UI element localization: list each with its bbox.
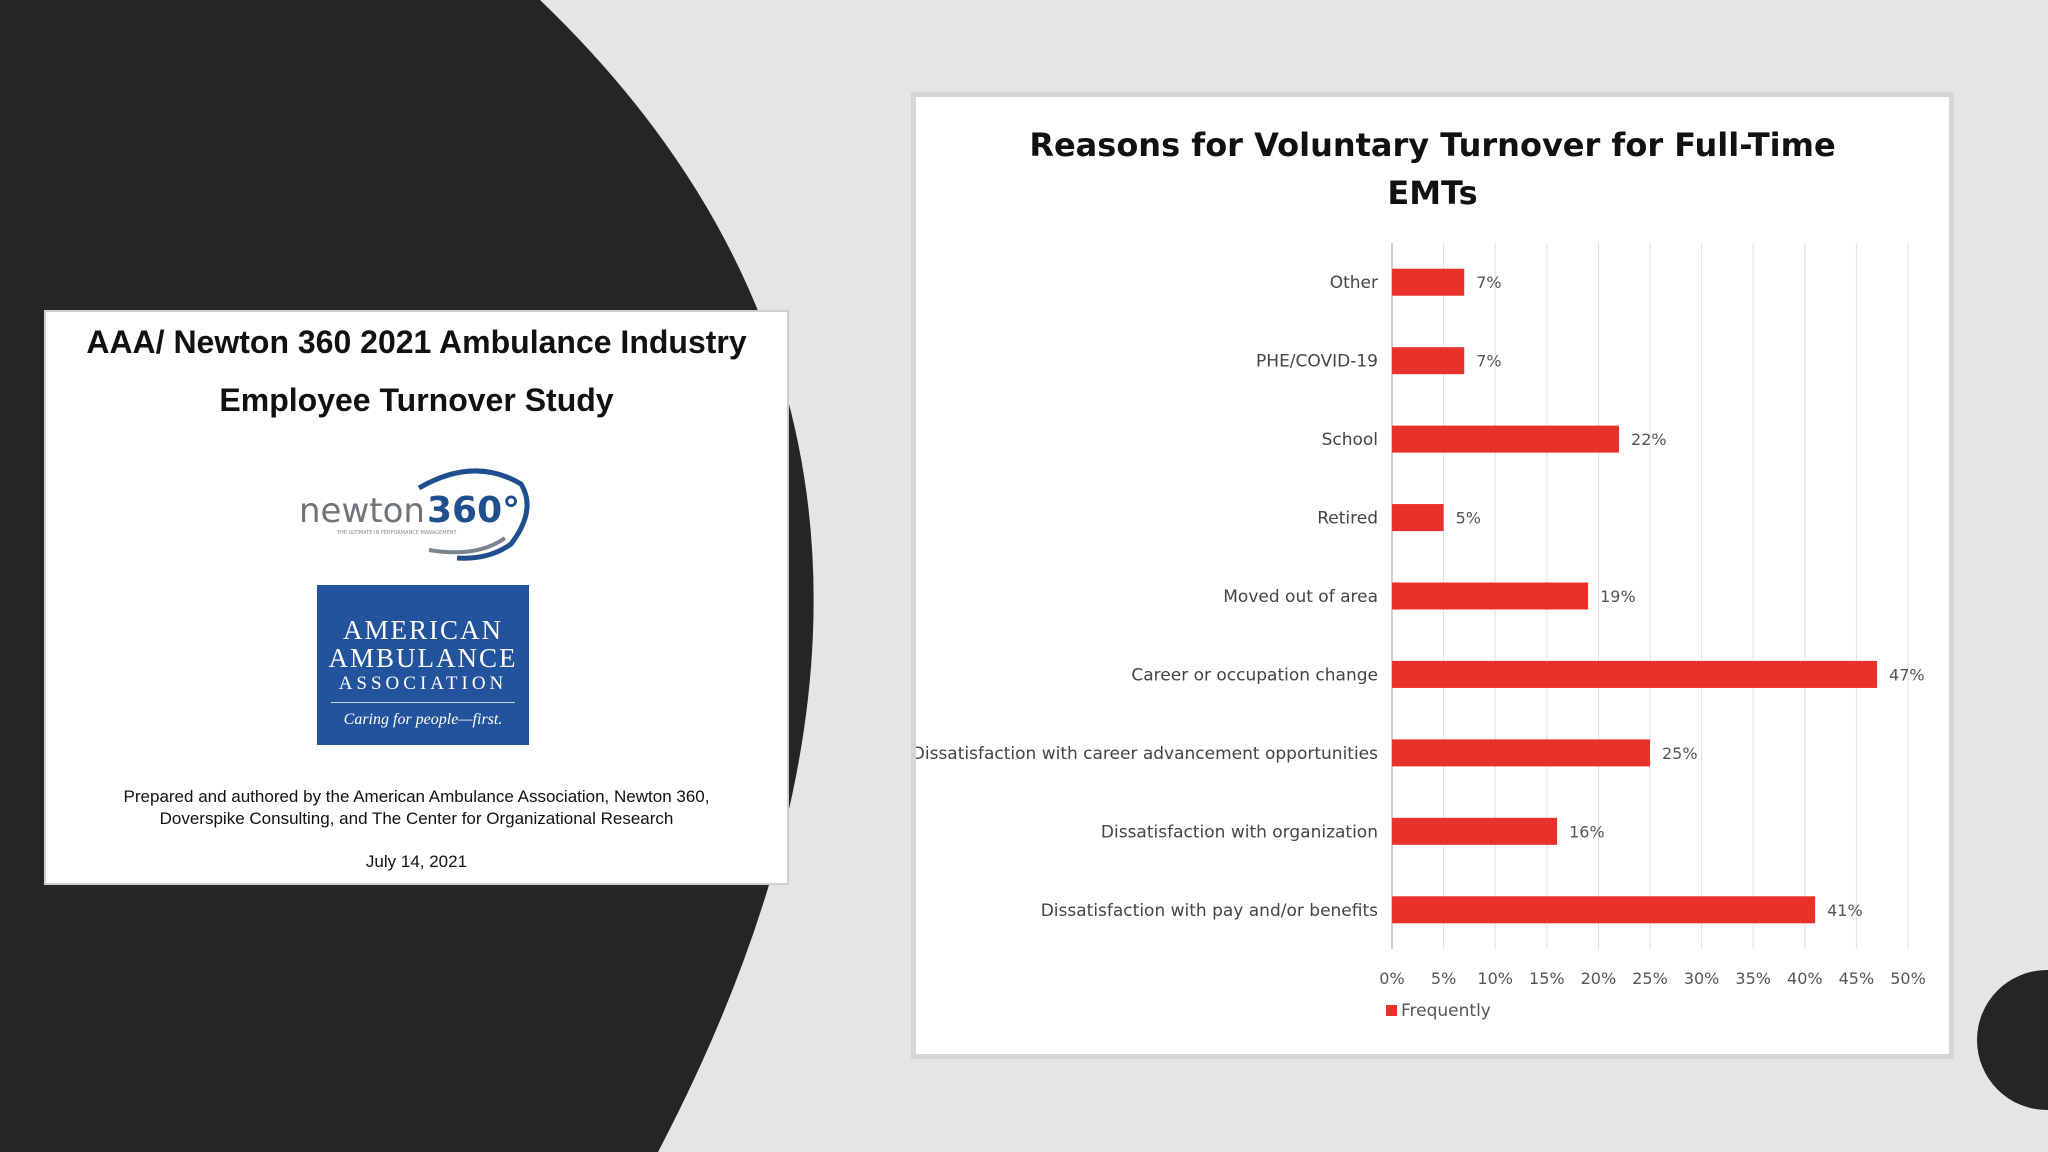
aaa-logo-tagline: Caring for people—first.	[343, 711, 503, 728]
bar	[1392, 268, 1465, 296]
bar-chart: 0% 5% 10% 15% 20% 25% 30% 35% 40% 45% 50% Other 7% PH…	[916, 243, 1926, 1021]
bar	[1392, 582, 1589, 610]
category-label: Career or occupation change	[1131, 665, 1378, 685]
newton-tagline: THE ULTIMATE IN PERFORMANCE MANAGEMENT	[336, 530, 458, 536]
report-credit-line2: Doverspike Consulting, and The Center fo…	[159, 809, 674, 828]
category-label: PHE/COVID-19	[1256, 352, 1378, 372]
data-label: 7%	[1476, 273, 1501, 292]
category-label: School	[1322, 430, 1378, 450]
aaa-logo-line3: ASSOCIATION	[338, 673, 508, 694]
category-label: Moved out of area	[1223, 587, 1378, 607]
x-tick-label: 30%	[1684, 969, 1720, 988]
newton-wordmark: newton	[299, 491, 425, 531]
report-credit-line1: Prepared and authored by the American Am…	[123, 787, 710, 806]
data-label: 22%	[1631, 430, 1667, 449]
report-date: July 14, 2021	[365, 852, 468, 871]
data-label: 19%	[1600, 587, 1636, 606]
legend-swatch	[1386, 1005, 1397, 1016]
american-ambulance-association-logo: AMERICAN AMBULANCE ASSOCIATION Caring fo…	[317, 585, 529, 745]
chart-title-line1: Reasons for Voluntary Turnover for Full-…	[1029, 126, 1836, 164]
category-label: Dissatisfaction with organization	[1101, 822, 1378, 842]
bar	[1392, 660, 1878, 688]
data-label: 16%	[1569, 822, 1605, 841]
chart-title-line2: EMTs	[1387, 174, 1478, 212]
x-tick-label: 10%	[1477, 969, 1513, 988]
bar	[1392, 504, 1444, 532]
report-cover-card: AAA/ Newton 360 2021 Ambulance Industry …	[44, 310, 789, 885]
category-label: Dissatisfaction with career advancement …	[916, 744, 1378, 764]
data-label: 41%	[1827, 901, 1863, 920]
x-tick-label: 35%	[1735, 969, 1771, 988]
newton-360-number: 360°	[427, 490, 520, 531]
aaa-logo-rule	[331, 702, 515, 703]
chart-card: Reasons for Voluntary Turnover for Full-…	[911, 92, 1954, 1059]
aaa-logo-line2: AMBULANCE	[328, 643, 518, 673]
chart-title: Reasons for Voluntary Turnover for Full-…	[916, 121, 1949, 217]
category-label: Retired	[1317, 509, 1378, 529]
legend-label: Frequently	[1401, 1001, 1491, 1021]
bar	[1392, 347, 1465, 375]
x-tick-label: 45%	[1839, 969, 1875, 988]
aaa-logo-line1: AMERICAN	[342, 615, 503, 645]
x-tick-label: 40%	[1787, 969, 1823, 988]
x-tick-label: 50%	[1890, 969, 1926, 988]
x-tick-label: 15%	[1529, 969, 1565, 988]
data-label: 25%	[1662, 744, 1698, 763]
bar	[1392, 739, 1650, 767]
report-title-line1: AAA/ Newton 360 2021 Ambulance Industry	[86, 324, 747, 360]
bar	[1392, 425, 1620, 453]
bar	[1392, 896, 1816, 924]
data-label: 7%	[1476, 352, 1501, 371]
category-label: Other	[1330, 273, 1378, 293]
category-label: Dissatisfaction with pay and/or benefits	[1041, 901, 1378, 921]
x-tick-label: 25%	[1632, 969, 1668, 988]
x-tick-label: 0%	[1379, 969, 1404, 988]
x-tick-label: 20%	[1581, 969, 1617, 988]
newton-360-logo: newton 360° THE ULTIMATE IN PERFORMANCE …	[299, 468, 530, 561]
data-label: 47%	[1889, 665, 1925, 684]
data-label: 5%	[1456, 509, 1481, 528]
x-tick-label: 5%	[1431, 969, 1456, 988]
bar	[1392, 817, 1558, 845]
report-title-line2: Employee Turnover Study	[219, 382, 614, 418]
